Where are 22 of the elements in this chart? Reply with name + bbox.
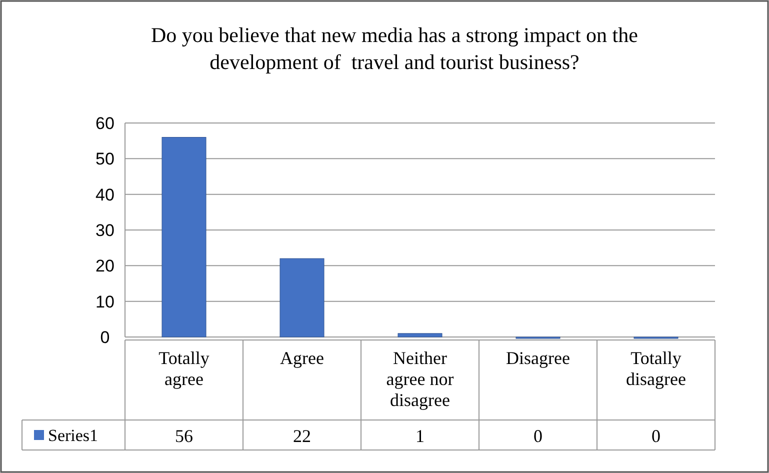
y-tick-label: 30 <box>96 221 114 240</box>
bar <box>398 333 442 338</box>
y-tick-label: 0 <box>100 328 110 347</box>
data-label: 56 <box>175 426 193 446</box>
data-label: 22 <box>293 426 311 446</box>
x-tick-label: Disagree <box>506 348 570 368</box>
data-label: 1 <box>416 426 424 446</box>
y-tick-label: 50 <box>96 150 114 169</box>
x-tick-label: Neither agree nor disagree <box>386 348 454 410</box>
data-label: 0 <box>652 426 660 446</box>
chart-title: Do you believe that new media has a strong impact on the development of travel and tourist business? <box>151 23 638 74</box>
x-tick-label: Agree <box>280 348 324 368</box>
y-tick-label: 20 <box>96 256 114 276</box>
y-tick-label: 60 <box>96 114 114 133</box>
bar <box>280 258 324 338</box>
bar <box>162 137 206 338</box>
y-tick-label: 10 <box>96 292 114 312</box>
x-tick-label: Totally disagree <box>626 348 686 389</box>
legend-label: Series1 <box>48 426 98 445</box>
x-tick-label: Totally agree <box>158 348 210 389</box>
data-label: 0 <box>534 426 542 446</box>
y-tick-label: 40 <box>96 185 114 204</box>
